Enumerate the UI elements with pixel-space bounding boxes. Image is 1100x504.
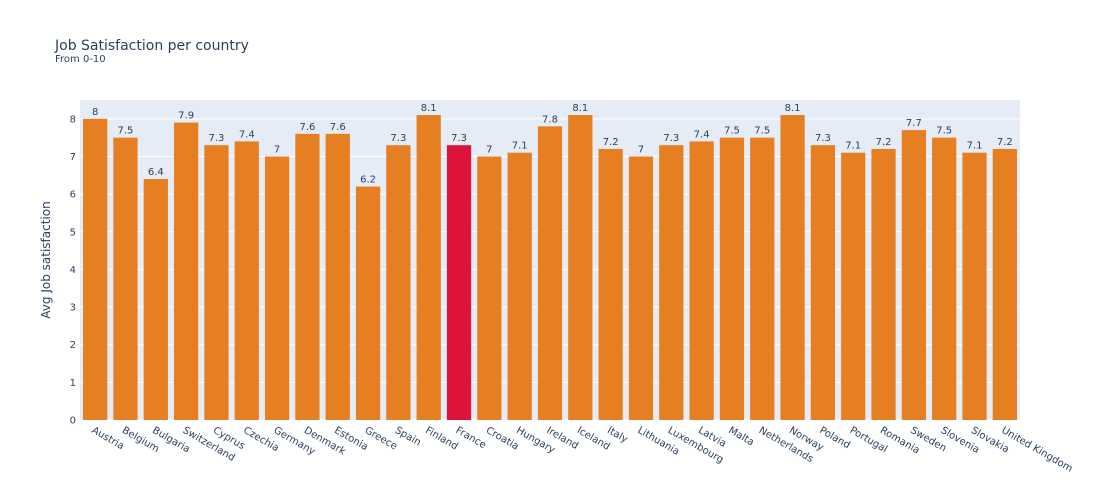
data-label: 7.1 [845, 141, 861, 152]
bar [719, 137, 745, 420]
bar [174, 122, 199, 421]
data-label: 7.2 [876, 137, 892, 148]
bar [234, 141, 259, 421]
y-tick-label: 0 [70, 416, 76, 427]
bar [143, 179, 168, 420]
data-label: 7.5 [118, 126, 134, 137]
data-label: 7.2 [603, 137, 619, 148]
x-tick-label: Iceland [575, 425, 612, 453]
data-label: 7.5 [754, 126, 770, 137]
data-label: 7.1 [512, 141, 528, 152]
data-label: 7.2 [997, 137, 1013, 148]
y-tick-label: 8 [70, 114, 76, 125]
bar [295, 133, 320, 420]
bar [780, 115, 805, 420]
data-label: 7.3 [208, 133, 224, 144]
bar [841, 152, 866, 421]
bar [325, 133, 350, 420]
x-tick-label: Finland [423, 425, 459, 452]
data-label: 7.3 [663, 133, 679, 144]
data-label: 7.5 [936, 126, 952, 137]
bar [901, 130, 926, 420]
data-labels: 8 7.5 6.4 7.9 7.3 7.4 7 7.6 7.6 6.2 7.3 8.1 7.3 7 7.1 7… [92, 103, 1013, 186]
data-label: 7.6 [299, 122, 315, 133]
data-label: 7 [638, 144, 644, 155]
data-label: 8.1 [785, 103, 801, 114]
chart-title: Job Satisfaction per country [54, 38, 249, 54]
data-label: 6.4 [148, 167, 164, 178]
bar [416, 115, 441, 420]
data-label: 7.4 [239, 129, 255, 140]
data-label: 7.6 [330, 122, 346, 133]
bars [83, 115, 1017, 421]
data-label: 7.3 [390, 133, 406, 144]
bar [568, 115, 593, 420]
data-label: 7.9 [178, 111, 194, 122]
data-label: 8 [92, 107, 98, 118]
data-label: 7.3 [815, 133, 831, 144]
bar [477, 156, 502, 420]
bar [386, 145, 411, 421]
bar [598, 148, 623, 421]
data-label: 7.7 [906, 118, 922, 129]
bar [507, 152, 532, 421]
data-label: 6.2 [360, 175, 376, 186]
data-label: 7 [274, 144, 280, 155]
data-label: 7.8 [542, 114, 558, 125]
bar [871, 148, 896, 421]
bar [992, 148, 1017, 421]
bar [750, 137, 775, 420]
bar [932, 137, 957, 420]
y-tick-label: 5 [70, 227, 76, 238]
data-label: 7.3 [451, 133, 467, 144]
bar [689, 141, 714, 421]
x-tick-label: France [454, 425, 488, 451]
y-axis-ticks: 0 1 2 3 4 5 6 7 8 [70, 114, 76, 426]
y-tick-label: 7 [70, 152, 76, 163]
bar [83, 118, 108, 420]
data-label: 7.5 [724, 126, 740, 137]
x-tick-label: Malta [726, 425, 755, 448]
bar [264, 156, 290, 420]
bar [810, 145, 836, 421]
bar [446, 145, 472, 421]
y-tick-label: 1 [70, 378, 76, 389]
x-tick-label: United Kingdom [999, 425, 1074, 475]
chart-subtitle: From 0-10 [55, 54, 106, 65]
bar [628, 156, 654, 420]
y-tick-label: 2 [70, 340, 76, 351]
data-label: 7 [486, 144, 492, 155]
x-tick-label: Greece [363, 425, 399, 452]
data-label: 8.1 [421, 103, 437, 114]
y-tick-label: 6 [70, 190, 76, 201]
bar [355, 186, 381, 420]
y-tick-label: 4 [70, 265, 76, 276]
data-label: 7.4 [694, 129, 710, 140]
bar [537, 126, 563, 421]
x-tick-label: Croatia [484, 425, 521, 453]
y-tick-label: 3 [70, 303, 76, 314]
bar [962, 152, 987, 421]
data-label: 8.1 [572, 103, 588, 114]
y-axis-label: Avg Job satisfaction [39, 201, 53, 318]
data-label: 7.1 [967, 141, 983, 152]
x-axis-ticks: AustriaBelgiumBulgariaSwitzerlandCyprusC… [90, 425, 1075, 475]
x-tick-label: Austria [90, 425, 126, 452]
bar [113, 137, 138, 420]
bar [659, 145, 684, 421]
bar [204, 145, 229, 421]
